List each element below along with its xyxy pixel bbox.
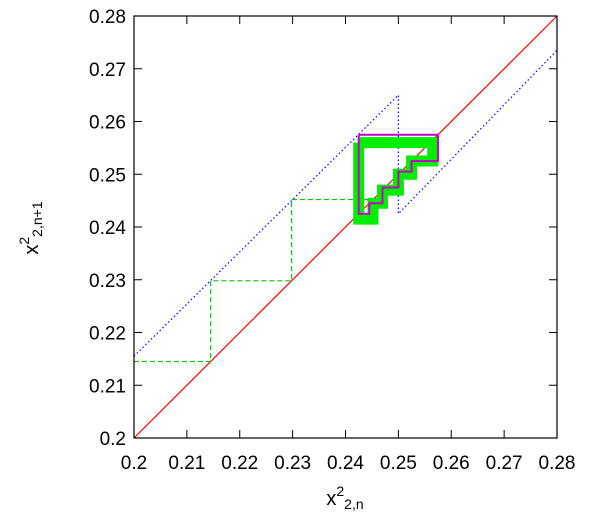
y-tick-label: 0.25 (89, 165, 126, 186)
x-tick-label: 0.22 (221, 453, 258, 474)
x-tick-label: 0.21 (168, 453, 205, 474)
y-tick-label: 0.27 (89, 60, 126, 81)
y-axis-label-sub: 2,n+1 (29, 201, 45, 237)
y-axis-label-sup: 2 (16, 237, 32, 245)
ticks-layer: 0.2 0.21 0.22 0.23 0.24 0.25 0.26 0.27 0.28 0.2 0.… (89, 7, 575, 474)
x-axis-label-sup: 2 (336, 483, 344, 499)
x-axis-label-sub: 2,n (344, 496, 363, 512)
y-tick-label: 0.21 (89, 376, 126, 397)
y-axis-label-base: x (21, 245, 43, 255)
x-tick-label: 0.24 (327, 453, 364, 474)
x-tick-label: 0.23 (274, 453, 311, 474)
y-tick-label: 0.23 (89, 271, 126, 292)
y-tick-label: 0.24 (89, 218, 126, 239)
x-tick-label: 0.27 (486, 453, 523, 474)
y-tick-label: 0.28 (89, 7, 126, 28)
x-axis-label-base: x (326, 488, 336, 510)
x-tick-label: 0.28 (539, 453, 576, 474)
series-layer (133, 15, 558, 439)
cobweb-path-series-2 (134, 198, 374, 363)
x-tick-label: 0.26 (433, 453, 470, 474)
y-tick-label: 0.26 (89, 113, 126, 134)
y-tick-label: 0.22 (89, 324, 126, 345)
identity-line-series-0 (133, 15, 558, 439)
x-tick-label: 0.2 (121, 453, 147, 474)
x-tick-label: 0.25 (380, 453, 417, 474)
limit-cycle-series-4 (357, 133, 440, 215)
x-axis-label: x22,n (326, 483, 363, 512)
map-curve-series-1 (133, 49, 558, 357)
y-axis-label: x22,n+1 (16, 201, 45, 254)
y-tick-label: 0.2 (100, 429, 126, 450)
